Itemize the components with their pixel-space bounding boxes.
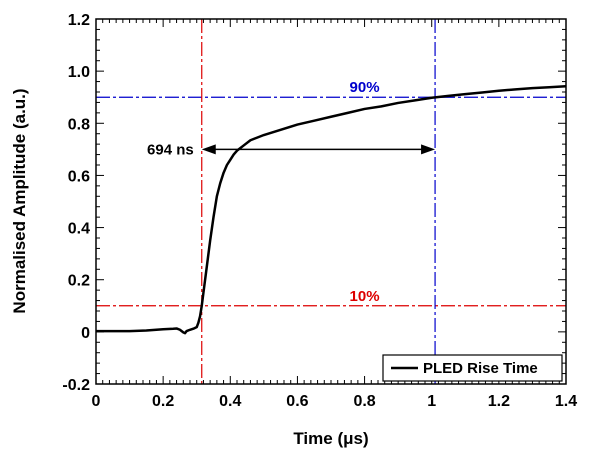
threshold-label-10pct: 10% [350, 288, 380, 305]
series-line-0 [96, 85, 566, 335]
plot-background [96, 19, 566, 384]
tick-labels: 0 0.2 0.4 0.6 0.8 1 1.2 1.4-0.200.20.40.60.81.0… [62, 12, 577, 410]
y-tick-label: 0.6 [68, 168, 90, 185]
x-axis-title: Time (μs) [293, 429, 368, 448]
x-tick-label: 0 [92, 393, 101, 410]
y-axis-title: Normalised Amplitude (a.u.) [10, 88, 29, 313]
reference-lines [96, 19, 566, 384]
rise-time-arrow-head-right [421, 144, 436, 155]
x-tick-label: 0.2 [152, 393, 174, 410]
legend-label: PLED Rise Time [423, 360, 538, 377]
plot-frame [95, 18, 567, 385]
y-tick-label: 0 [81, 325, 90, 342]
rise-time-label: 694 ns [147, 141, 194, 158]
y-tick-label: -0.2 [62, 377, 90, 394]
x-tick-label: 1 [427, 393, 436, 410]
y-tick-label: 0.8 [68, 116, 90, 133]
x-tick-label: 0.6 [286, 393, 308, 410]
rise-time-annotation: 90% 10% 694 ns [147, 79, 436, 305]
y-tick-label: 1.2 [68, 12, 90, 29]
x-tick-label: 1.2 [488, 393, 510, 410]
x-tick-label: 1.4 [555, 393, 577, 410]
y-tick-label: 0.4 [68, 221, 90, 238]
y-tick-label: 0.2 [68, 273, 90, 290]
threshold-label-90pct: 90% [350, 79, 380, 96]
x-tick-label: 0.4 [219, 393, 241, 410]
legend: PLED Rise Time [382, 354, 563, 382]
series-layer [96, 85, 566, 335]
rise-time-arrow-head-left [201, 144, 216, 155]
x-tick-label: 0.8 [353, 393, 375, 410]
y-tick-label: 1.0 [68, 64, 90, 81]
